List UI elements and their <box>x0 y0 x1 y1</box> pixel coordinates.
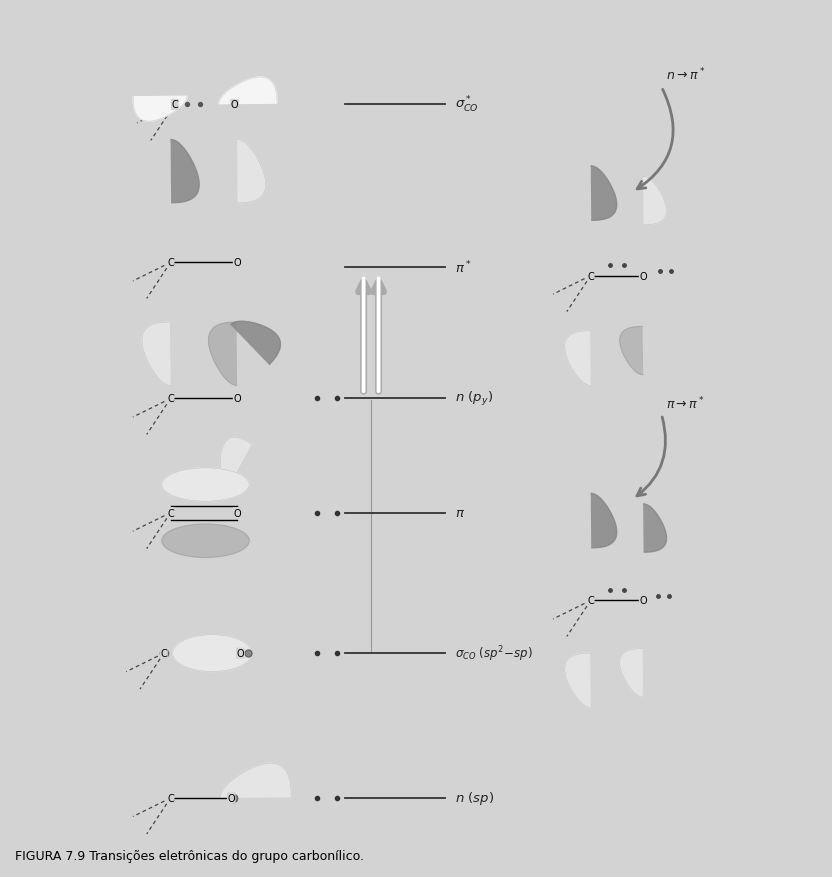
Text: $\pi$: $\pi$ <box>455 507 465 519</box>
Text: $\pi^*$: $\pi^*$ <box>455 260 472 275</box>
Text: C: C <box>167 394 174 404</box>
Text: C: C <box>167 508 174 518</box>
FancyArrowPatch shape <box>637 90 673 189</box>
Text: C: C <box>587 595 594 606</box>
Ellipse shape <box>161 524 250 558</box>
Ellipse shape <box>173 635 252 672</box>
Text: $\pi \rightarrow \pi^*$: $\pi \rightarrow \pi^*$ <box>666 396 705 411</box>
Text: O: O <box>233 508 241 518</box>
Text: O: O <box>233 394 241 404</box>
Text: O: O <box>639 271 647 282</box>
Text: $n\ (p_y)$: $n\ (p_y)$ <box>455 390 493 408</box>
Text: C: C <box>587 271 594 282</box>
FancyArrowPatch shape <box>637 417 666 496</box>
Text: $\sigma_{CO}\ (sp^2\!-\!sp)$: $\sigma_{CO}\ (sp^2\!-\!sp)$ <box>455 644 533 663</box>
Text: O: O <box>227 793 235 803</box>
Text: C: C <box>167 258 174 268</box>
Text: C: C <box>161 648 167 659</box>
Text: O: O <box>230 100 239 111</box>
Ellipse shape <box>161 468 250 502</box>
Text: C: C <box>171 100 178 111</box>
Text: $\sigma^*_{CO}$: $\sigma^*_{CO}$ <box>455 96 479 115</box>
Text: O: O <box>233 258 241 268</box>
Text: O: O <box>639 595 647 606</box>
Text: $n \rightarrow \pi^*$: $n \rightarrow \pi^*$ <box>666 67 705 82</box>
Text: $n\ (sp)$: $n\ (sp)$ <box>455 789 494 807</box>
Text: FIGURA 7.9 Transições eletrônicas do grupo carbonílico.: FIGURA 7.9 Transições eletrônicas do gru… <box>15 849 364 861</box>
Text: C: C <box>167 793 174 803</box>
Text: O: O <box>236 648 245 659</box>
